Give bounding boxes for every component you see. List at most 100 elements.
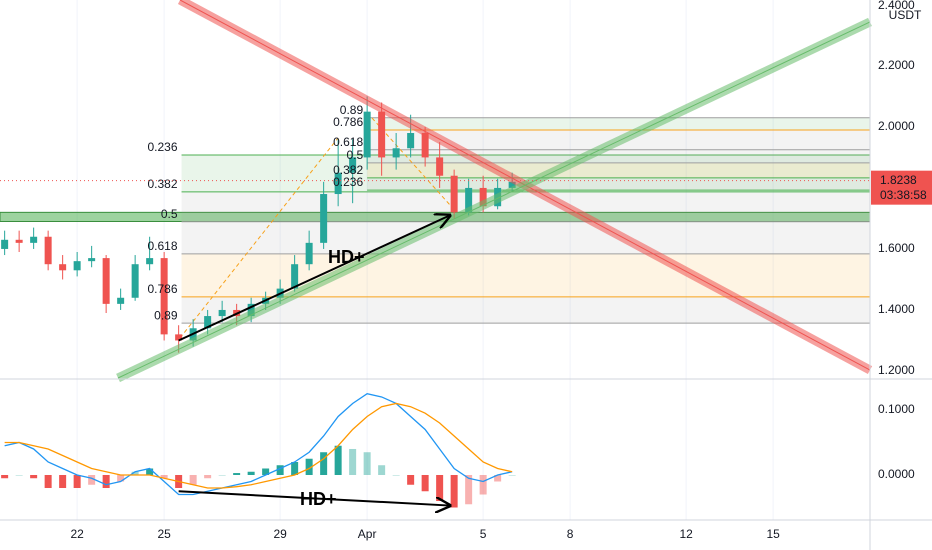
fib-label: 0.5 [346, 148, 363, 162]
histogram-bar [247, 471, 255, 475]
x-tick-label: 5 [480, 527, 487, 541]
histogram-bar [59, 474, 67, 489]
histogram-bar [407, 474, 415, 485]
divergence-label: HD+ [300, 489, 337, 509]
fib-label: 0.618 [148, 239, 178, 253]
fib-anchor [371, 117, 451, 206]
candle-body [508, 181, 516, 188]
last-price-label: 1.8238 [880, 173, 917, 187]
histogram-bar [131, 471, 139, 475]
candle-body [291, 264, 299, 289]
candle-body [204, 316, 212, 329]
histogram-bar [204, 474, 212, 479]
last-price-tag [871, 170, 932, 205]
x-tick-label: 8 [567, 527, 574, 541]
fib-label: 0.786 [333, 115, 363, 129]
candle-body [1, 239, 9, 249]
candle-body [465, 187, 473, 213]
fib-label: 0.89 [154, 308, 178, 322]
candle-body [146, 258, 154, 265]
fib-label: 0.236 [148, 140, 178, 154]
y-tick-label: 2.2000 [878, 58, 915, 72]
fib-band [181, 221, 871, 254]
fib-anchor [179, 137, 339, 339]
divergence-arrow [178, 215, 450, 342]
x-tick-label: 22 [70, 527, 84, 541]
divergence-arrow [178, 490, 450, 505]
candle-body [175, 334, 183, 341]
histogram-bar [262, 468, 270, 475]
candle-body [334, 172, 342, 195]
histogram-bar [305, 458, 313, 475]
candle-body [349, 157, 357, 173]
histogram-bar [320, 452, 328, 475]
histogram-bar [218, 474, 226, 476]
histogram-bar [189, 474, 197, 485]
candle-body [305, 242, 313, 265]
histogram-bar [15, 474, 23, 476]
candle-body [88, 258, 96, 262]
fib-band [367, 117, 870, 130]
candle-body [320, 194, 328, 243]
candle-body [421, 133, 429, 158]
y-tick-label: 0.1000 [878, 402, 915, 416]
trendline-edge [117, 21, 871, 379]
candle-body [15, 239, 23, 243]
histogram-bar [146, 468, 154, 475]
histogram-bar [334, 445, 342, 475]
histogram-bar [450, 474, 458, 508]
histogram-bar [276, 465, 284, 475]
histogram-bar [73, 474, 81, 489]
y-tick-label: 1.4000 [878, 302, 915, 316]
histogram-bar [363, 452, 371, 475]
candle-body [160, 258, 168, 335]
candle-body [436, 157, 444, 176]
candle-body [247, 303, 255, 317]
histogram-bar [479, 474, 487, 495]
fib-label: 0.89 [340, 103, 364, 117]
candle-body [44, 236, 52, 265]
histogram-bar [88, 474, 96, 485]
macd-line [4, 393, 513, 496]
histogram-bar [436, 474, 444, 502]
histogram-bar [291, 461, 299, 475]
candle-body [363, 111, 371, 158]
histogram-bar [494, 474, 502, 482]
histogram-bar [378, 465, 386, 475]
fib-label: 0.382 [148, 177, 178, 191]
fib-label: 0.382 [333, 163, 363, 177]
fib-label: 0.618 [333, 135, 363, 149]
fib-band [367, 149, 870, 163]
fib-band [181, 191, 871, 222]
x-tick-label: 15 [766, 527, 780, 541]
histogram-bar [392, 474, 400, 476]
histogram-bar [30, 474, 38, 479]
fib-band [181, 253, 871, 297]
candle-body [102, 258, 110, 304]
y-tick-label: 2.0000 [878, 119, 915, 133]
histogram-bar [117, 474, 125, 482]
currency-label: USDT [889, 8, 922, 22]
candle-body [479, 187, 487, 207]
x-tick-label: Apr [358, 527, 377, 541]
fib-label: 0.236 [333, 175, 363, 189]
candle-body [131, 264, 139, 298]
candle-body [378, 111, 386, 158]
histogram-bar [508, 474, 516, 476]
candle-body [30, 236, 38, 243]
fib-label: 0.5 [161, 207, 178, 221]
x-tick-label: 25 [157, 527, 171, 541]
y-tick-label: 0.0000 [878, 467, 915, 481]
y-tick-label: 1.2000 [878, 363, 915, 377]
histogram-bar [465, 474, 473, 505]
candle-body [73, 261, 81, 271]
countdown-label: 03:38:58 [880, 188, 927, 202]
y-tick-label: 1.6000 [878, 241, 915, 255]
histogram-bar [233, 473, 241, 475]
histogram-bar [349, 448, 357, 475]
divergence-label: HD+ [328, 247, 365, 267]
